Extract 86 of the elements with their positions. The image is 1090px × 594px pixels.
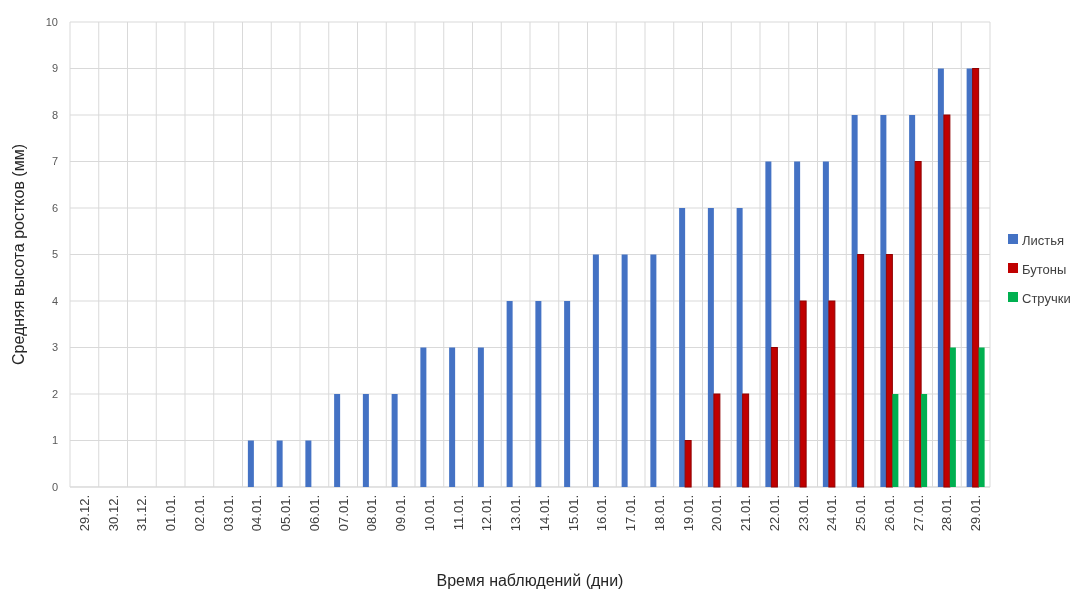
bar — [765, 161, 772, 487]
bar — [914, 161, 922, 488]
x-tick-label: 12.01. — [479, 495, 495, 532]
bar — [477, 347, 484, 487]
x-tick-label: 02.01. — [191, 495, 207, 532]
y-tick-label: 3 — [51, 341, 58, 354]
bar — [972, 68, 980, 488]
bar — [794, 161, 801, 487]
bar — [770, 347, 778, 488]
x-tick-label: 19.01. — [680, 495, 696, 532]
x-tick-label: 09.01. — [393, 495, 409, 532]
x-tick-label: 28.01. — [939, 495, 955, 532]
bar — [305, 440, 312, 487]
bar — [885, 254, 893, 488]
y-tick-label: 9 — [51, 62, 58, 75]
bar — [684, 440, 692, 488]
y-tick-label: 0 — [51, 480, 58, 493]
x-tick-label: 20.01. — [709, 495, 725, 532]
bar — [892, 394, 899, 487]
x-tick-label: 24.01. — [824, 495, 840, 532]
y-tick-label: 5 — [51, 248, 58, 261]
bar — [742, 393, 750, 488]
bar — [420, 347, 427, 487]
x-tick-label: 29.12. — [76, 495, 92, 532]
legend-label: Листья — [1022, 232, 1065, 248]
x-tick-label: 11.01. — [450, 495, 466, 531]
bar — [921, 394, 928, 487]
bar — [822, 161, 829, 487]
bar — [564, 301, 571, 487]
bar — [391, 394, 398, 487]
bar — [334, 394, 341, 487]
x-tick-label: 07.01. — [335, 495, 351, 532]
bar — [713, 393, 721, 488]
x-tick-label: 17.01. — [623, 495, 639, 532]
x-tick-label: 10.01. — [421, 495, 437, 532]
x-tick-label: 29.01. — [968, 495, 984, 532]
x-tick-label: 23.01. — [795, 495, 811, 532]
y-tick-label: 7 — [51, 155, 58, 168]
y-tick-label: 6 — [51, 201, 58, 214]
bar — [506, 301, 513, 487]
bar — [857, 254, 865, 488]
bar — [449, 347, 456, 487]
bar — [276, 440, 283, 487]
x-tick-label: 05.01. — [278, 495, 294, 532]
y-axis-title: Средняя высота ростков (мм) — [10, 144, 27, 365]
bar — [949, 347, 956, 487]
x-tick-label: 27.01. — [910, 495, 926, 532]
bar — [828, 300, 836, 488]
x-axis-title: Время наблюдений (дни) — [436, 572, 624, 589]
x-tick-label: 22.01. — [766, 495, 782, 532]
bar — [650, 254, 657, 487]
x-tick-label: 08.01. — [364, 495, 380, 532]
y-tick-label: 1 — [51, 434, 58, 447]
x-tick-label: 16.01. — [594, 495, 610, 532]
bar — [978, 347, 985, 487]
x-tick-label: 14.01. — [536, 495, 552, 532]
x-tick-label: 30.12. — [105, 495, 121, 532]
x-tick-label: 03.01. — [220, 495, 236, 532]
bar — [247, 440, 254, 487]
bar — [943, 114, 951, 488]
bar — [707, 208, 714, 487]
x-tick-label: 26.01. — [881, 495, 897, 532]
x-tick-label: 13.01. — [508, 495, 524, 532]
x-tick-label: 21.01. — [738, 495, 754, 532]
y-tick-label: 2 — [51, 387, 58, 400]
bar — [679, 208, 686, 487]
x-tick-label: 01.01. — [163, 495, 179, 532]
bar — [362, 394, 369, 487]
x-tick-label: 06.01. — [306, 495, 322, 532]
legend-label: Стручки — [1022, 290, 1071, 306]
bar — [592, 254, 599, 487]
bar — [851, 115, 858, 487]
bar — [736, 208, 743, 487]
bar — [535, 301, 542, 487]
x-tick-label: 31.12. — [134, 495, 150, 532]
y-tick-label: 8 — [51, 108, 58, 121]
x-tick-label: 18.01. — [651, 495, 667, 532]
x-tick-label: 25.01. — [853, 495, 869, 532]
y-tick-label: 10 — [45, 15, 58, 28]
bar — [621, 254, 628, 487]
x-tick-label: 04.01. — [249, 495, 265, 532]
bar — [799, 300, 807, 488]
bar — [880, 115, 887, 487]
legend-label: Бутоны — [1022, 261, 1067, 277]
x-tick-label: 15.01. — [565, 495, 581, 532]
y-tick-label: 4 — [51, 294, 58, 307]
